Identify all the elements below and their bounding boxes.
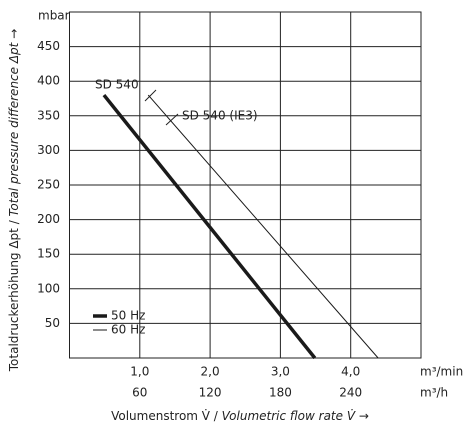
x-tick-label: 4,0 — [341, 365, 360, 379]
data-line — [147, 94, 379, 359]
legend-label: 50 Hz — [111, 309, 145, 323]
y-label-de: Totaldruckerhöhung Δpt / — [7, 216, 21, 372]
x-tick-label: 3,0 — [271, 365, 290, 379]
y-tick-label: 300 — [37, 143, 60, 157]
x2-tick-label: 120 — [199, 386, 222, 400]
x2-tick-label: 180 — [269, 386, 292, 400]
x-label-en: Volumetric flow rate V̇ → — [222, 408, 369, 422]
x2-unit: m³/h — [420, 386, 448, 400]
y-tick-label: 350 — [37, 108, 60, 122]
y-unit: mbar — [38, 9, 70, 23]
y-tick-label: 400 — [37, 74, 60, 88]
x-tick-label: 1,0 — [130, 365, 149, 379]
x-tick-label: 2,0 — [201, 365, 220, 379]
x-axis-label: Volumenstrom V̇ / Volumetric flow rate V… — [111, 408, 369, 422]
y-tick-label: 250 — [37, 178, 60, 192]
y-tick-label: 50 — [45, 316, 60, 330]
data-line — [102, 93, 317, 360]
legend-label: 60 Hz — [111, 323, 145, 337]
y-tick-label: 100 — [37, 281, 60, 295]
annotation-tick — [144, 89, 157, 102]
y-tick-label: 200 — [37, 212, 60, 226]
annotation: SD 540 — [95, 78, 139, 92]
y-tick-label: 150 — [37, 247, 60, 261]
x-unit: m³/min — [420, 365, 463, 379]
y-tick-label: 450 — [37, 39, 60, 53]
y-label-en: Total pressure difference Δpt → — [7, 29, 21, 217]
x2-tick-label: 240 — [339, 386, 362, 400]
x-label-de: Volumenstrom V̇ / — [111, 408, 222, 422]
x2-tick-label: 60 — [132, 386, 147, 400]
y-axis-label: Totaldruckerhöhung Δpt / Total pressure … — [7, 29, 21, 373]
